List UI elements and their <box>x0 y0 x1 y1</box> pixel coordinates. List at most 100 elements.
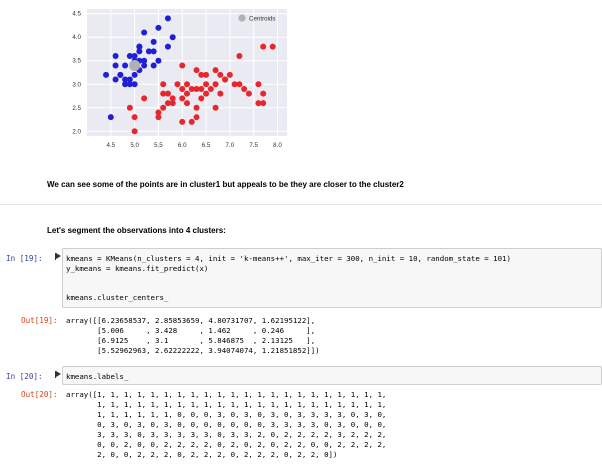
red-data-point <box>164 100 171 107</box>
blue-data-point <box>150 38 157 45</box>
red-data-point <box>179 95 186 102</box>
x-tick-label: 7.0 <box>226 142 235 149</box>
output-line: 1, 1, 1, 1, 1, 1, 1, 1, 1, 1, 1, 1, 1, 1… <box>66 400 387 409</box>
blue-data-point <box>164 15 171 22</box>
red-data-point <box>269 43 276 50</box>
run-cell-icon-bar <box>55 253 57 260</box>
blue-data-point <box>164 43 171 50</box>
red-data-point <box>179 85 186 92</box>
red-data-point <box>193 104 200 111</box>
blue-data-point <box>122 81 129 88</box>
red-data-point <box>169 100 176 107</box>
x-tick-label: 6.0 <box>178 142 187 149</box>
red-data-point <box>198 71 205 78</box>
red-data-point <box>188 118 195 125</box>
y-tick-label: 4.0 <box>72 34 81 41</box>
red-data-point <box>203 71 210 78</box>
red-data-point <box>188 85 195 92</box>
blue-data-point <box>141 57 148 64</box>
red-data-point <box>160 90 167 97</box>
blue-data-point <box>131 71 138 78</box>
red-data-point <box>260 100 267 107</box>
red-data-point <box>255 81 262 88</box>
y-tick-label: 2.0 <box>72 128 81 135</box>
red-data-point <box>203 90 210 97</box>
code-cell-19[interactable] <box>62 248 602 308</box>
blue-data-point <box>112 62 119 69</box>
output-line: [5.52962963, 2.62222222, 3.94074074, 1.2… <box>66 346 320 355</box>
red-data-point <box>198 85 205 92</box>
run-cell-icon[interactable] <box>56 253 61 259</box>
x-tick-label: 7.5 <box>249 142 258 149</box>
red-data-point <box>203 81 210 88</box>
code-line: y_kmeans = kmeans.fit_predict(x) <box>66 264 209 273</box>
red-data-point <box>217 71 224 78</box>
legend-label: Centroids <box>249 16 275 23</box>
blue-data-point <box>117 71 124 78</box>
output-line: [6.9125 , 3.1 , 5.846875 , 2.13125 ], <box>66 336 316 345</box>
x-tick-label: 5.5 <box>154 142 163 149</box>
blue-data-point <box>131 81 138 88</box>
red-data-point <box>126 104 133 111</box>
blue-data-point <box>145 48 152 55</box>
red-data-point <box>193 114 200 121</box>
red-data-point <box>245 90 252 97</box>
red-data-point <box>179 62 186 69</box>
red-data-point <box>155 114 162 121</box>
red-data-point <box>131 114 138 121</box>
blue-data-point <box>112 53 119 60</box>
blue-data-point <box>155 57 162 64</box>
run-cell-icon[interactable] <box>56 371 61 377</box>
red-data-point <box>222 76 229 83</box>
output-line: array([[6.23658537, 2.85853659, 4.807317… <box>66 316 316 325</box>
red-data-point <box>236 81 243 88</box>
blue-data-point <box>150 62 157 69</box>
output-line: 0, 3, 0, 3, 0, 3, 0, 0, 0, 0, 0, 0, 0, 3… <box>66 420 387 429</box>
red-data-point <box>207 85 214 92</box>
blue-data-point <box>131 53 138 60</box>
tick-labels: 4.5 5.0 5.5 6.0 6.5 7.0 7.5 8.0 2.0 2.5 3.0 3.5 4.0 4… <box>72 11 282 149</box>
y-tick-label: 3.0 <box>72 81 81 88</box>
red-data-point <box>160 104 167 111</box>
red-data-point <box>193 85 200 92</box>
red-data-point <box>184 100 190 107</box>
red-data-point <box>260 90 267 97</box>
red-data-point <box>212 81 219 88</box>
plot-area <box>87 9 287 136</box>
output-line: 2, 0, 0, 2, 2, 2, 0, 2, 2, 2, 0, 2, 2, 2… <box>66 450 338 459</box>
run-cell-icon-bar <box>55 371 57 378</box>
blue-data-point <box>136 48 143 55</box>
red-data-point <box>212 104 219 111</box>
out-prompt-20: Out[20]: <box>21 390 58 399</box>
code-line: kmeans.cluster_centers_ <box>66 293 169 302</box>
output-line: 3, 3, 3, 0, 3, 3, 3, 3, 3, 0, 3, 3, 2, 0… <box>66 430 387 439</box>
red-data-point <box>174 81 181 88</box>
output-line: array([1, 1, 1, 1, 1, 1, 1, 1, 1, 1, 1, … <box>66 390 387 399</box>
centroid-points <box>129 59 141 71</box>
x-tick-label: 8.0 <box>273 142 282 149</box>
red-data-point <box>212 67 219 74</box>
red-data-point <box>217 90 224 97</box>
blue-data-point <box>107 114 114 121</box>
red-data-point <box>184 81 190 88</box>
markdown-heading-segment: Let's segment the observations into 4 cl… <box>47 226 226 235</box>
scatter-plot: 4.5 5.0 5.5 6.0 6.5 7.0 7.5 8.0 2.0 2.5 3.0 3.5 4.0 4… <box>72 9 287 149</box>
blue-data-point <box>112 76 119 83</box>
code-line: kmeans.labels_ <box>66 372 129 381</box>
blue-data-point <box>141 62 148 69</box>
y-tick-label: 2.5 <box>72 105 81 112</box>
blue-data-point <box>122 76 129 83</box>
output-line: [5.006 , 3.428 , 1.462 , 0.246 ], <box>66 326 316 335</box>
red-data-point <box>260 43 267 50</box>
blue-data-point <box>150 48 157 55</box>
blue-data-point <box>122 62 129 69</box>
red-data-point <box>131 128 138 135</box>
blue-data-point <box>136 43 143 50</box>
blue-data-point <box>155 24 162 31</box>
red-data-point <box>164 90 171 97</box>
red-data-point <box>198 95 205 102</box>
red-data-point <box>169 95 176 102</box>
red-data-point <box>160 81 167 88</box>
red-data-point <box>184 90 190 97</box>
code-cell-20[interactable] <box>62 366 602 385</box>
